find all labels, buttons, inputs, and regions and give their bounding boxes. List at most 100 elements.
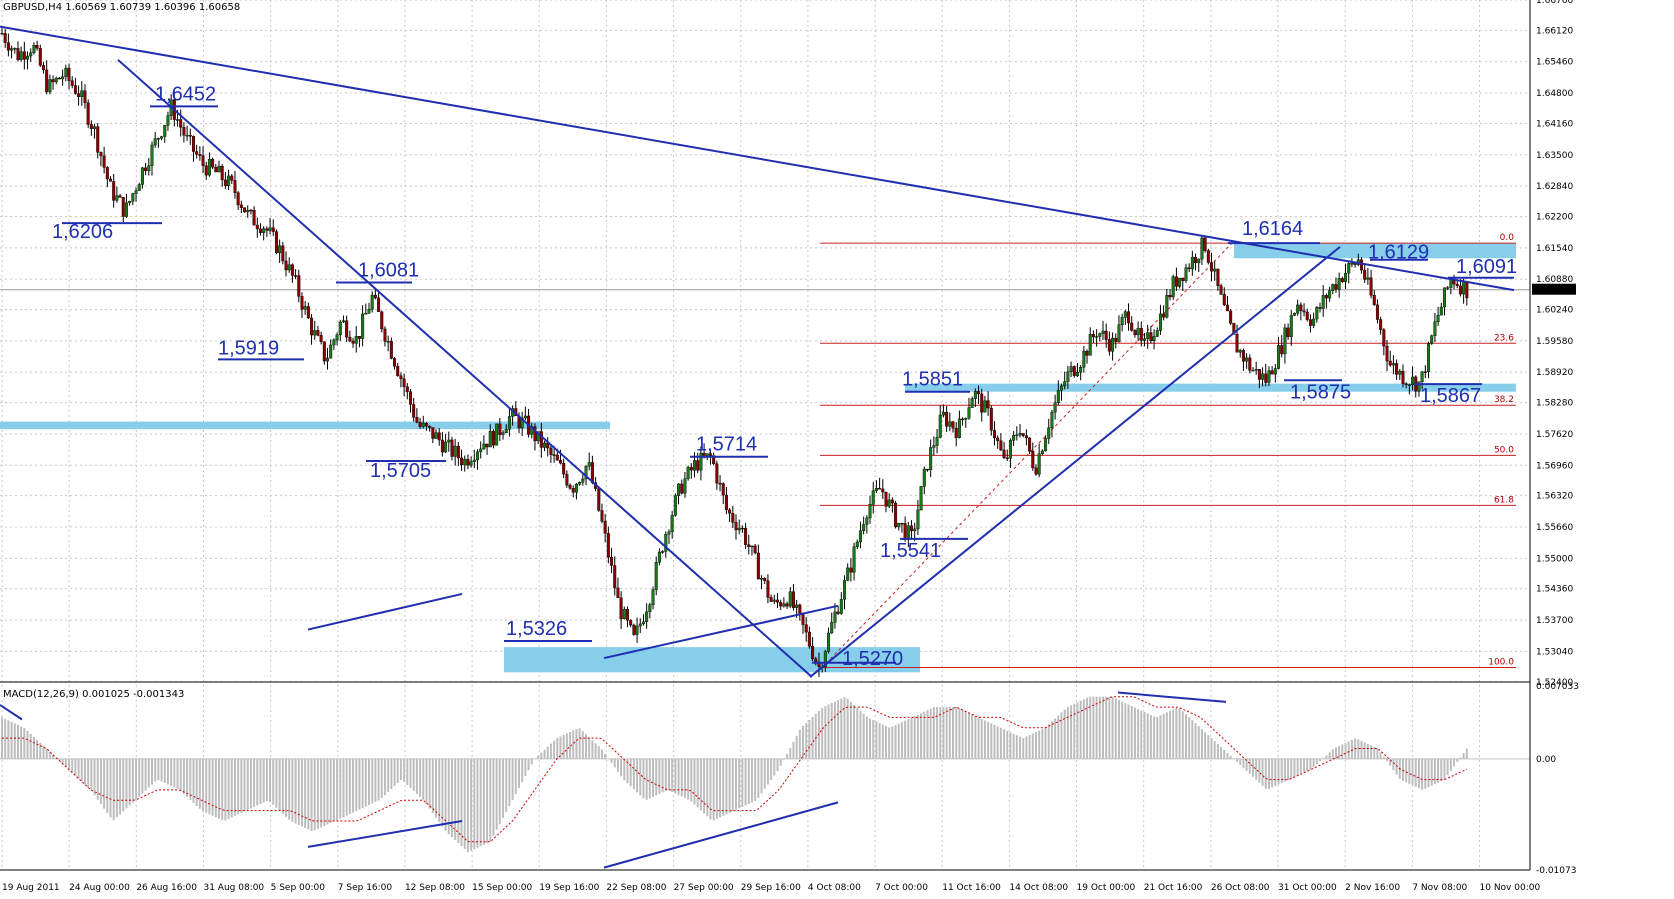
candle-body — [855, 541, 859, 548]
candle-body — [182, 127, 186, 136]
candle-body — [198, 154, 202, 156]
candle-body — [677, 483, 681, 496]
current-price-badge — [1532, 283, 1576, 295]
candle-body — [913, 528, 917, 532]
candle-body — [852, 546, 856, 573]
x-tick-label: 19 Sep 16:00 — [539, 883, 599, 893]
candle-body — [1465, 281, 1469, 299]
candle-body — [29, 52, 33, 57]
candle-body — [903, 523, 907, 540]
candle-body — [938, 414, 942, 438]
candle-body — [1127, 311, 1131, 324]
candle-body — [562, 462, 566, 475]
candle-body — [1210, 262, 1214, 272]
candle-body — [10, 48, 14, 51]
candle-body — [552, 454, 556, 456]
candle-body — [147, 165, 151, 171]
macd-signal-line — [2, 696, 1468, 843]
candle-body — [916, 509, 920, 530]
annotation-label: 1,5270 — [842, 648, 903, 670]
candle-body — [1289, 315, 1293, 337]
candle-body — [632, 624, 636, 635]
candle-body — [1091, 334, 1095, 338]
y-tick-label: 1.58280 — [1536, 399, 1573, 409]
candle-body — [444, 441, 448, 453]
candle-body — [830, 622, 834, 634]
candle-body — [600, 510, 604, 522]
y-tick-label: 1.58920 — [1536, 368, 1573, 378]
candle-body — [1446, 287, 1450, 289]
candle-body — [683, 478, 687, 494]
candle-body — [1002, 449, 1006, 458]
candle-body — [45, 69, 49, 93]
candle-body — [929, 447, 933, 471]
candle-body — [1044, 438, 1048, 452]
candle-body — [670, 515, 674, 533]
candle-body — [1146, 332, 1150, 339]
candle-body — [731, 513, 735, 523]
candle-body — [121, 197, 125, 217]
candle-body — [386, 340, 390, 343]
candle-body — [153, 138, 157, 146]
candle-body — [865, 517, 869, 525]
candle-body — [635, 625, 639, 635]
x-tick-label: 7 Sep 16:00 — [338, 883, 393, 893]
candles — [0, 27, 1469, 677]
candle-body — [249, 209, 253, 212]
x-tick-label: 2 Nov 16:00 — [1345, 883, 1400, 893]
candle-body — [788, 591, 792, 607]
candle-body — [574, 483, 578, 493]
candle-body — [284, 260, 288, 271]
candle-body — [667, 531, 671, 535]
annotation-label: 1,5875 — [1290, 381, 1351, 403]
candle-body — [1184, 267, 1188, 281]
candle-body — [1433, 321, 1437, 336]
candle-body — [833, 611, 837, 623]
candle-body — [747, 544, 751, 548]
y-tick-label: 1.53700 — [1536, 616, 1573, 626]
candle-body — [712, 455, 716, 465]
candle-body — [1318, 307, 1322, 309]
sr-zone — [0, 421, 610, 430]
candle-body — [227, 175, 231, 186]
x-tick-label: 27 Sep 00:00 — [674, 883, 734, 893]
candle-body — [689, 467, 693, 471]
candle-body — [1401, 370, 1405, 384]
candle-body — [306, 306, 310, 319]
x-tick-label: 21 Oct 16:00 — [1144, 883, 1203, 893]
candle-body — [329, 344, 333, 359]
candle-body — [878, 487, 882, 490]
x-tick-label: 19 Aug 2011 — [2, 883, 60, 893]
y-tick-label: 1.62840 — [1536, 182, 1573, 192]
candle-body — [434, 432, 438, 439]
candle-body — [447, 439, 451, 443]
candle-body — [252, 210, 256, 226]
candle-body — [622, 609, 626, 620]
candle-body — [785, 603, 789, 607]
candle-body — [476, 451, 480, 461]
candle-body — [402, 378, 406, 387]
candle-body — [1187, 267, 1191, 270]
candle-body — [945, 411, 949, 427]
candle-body — [795, 604, 799, 608]
macd-divergence-line — [0, 704, 23, 721]
candle-body — [523, 415, 527, 419]
candle-body — [910, 525, 914, 532]
candle-body — [836, 611, 840, 614]
candle-body — [578, 482, 582, 485]
candle-body — [1366, 277, 1370, 280]
candle-body — [453, 445, 457, 457]
candle-body — [377, 297, 381, 313]
candle-body — [364, 313, 368, 315]
candle-body — [1047, 427, 1051, 439]
candle-body — [1254, 369, 1258, 371]
candle-body — [1305, 311, 1309, 320]
candle-body — [625, 609, 629, 621]
candle-body — [1270, 370, 1274, 375]
candle-body — [1197, 258, 1201, 264]
candle-body — [629, 620, 633, 626]
candle-body — [906, 525, 910, 540]
candle-body — [466, 458, 470, 466]
